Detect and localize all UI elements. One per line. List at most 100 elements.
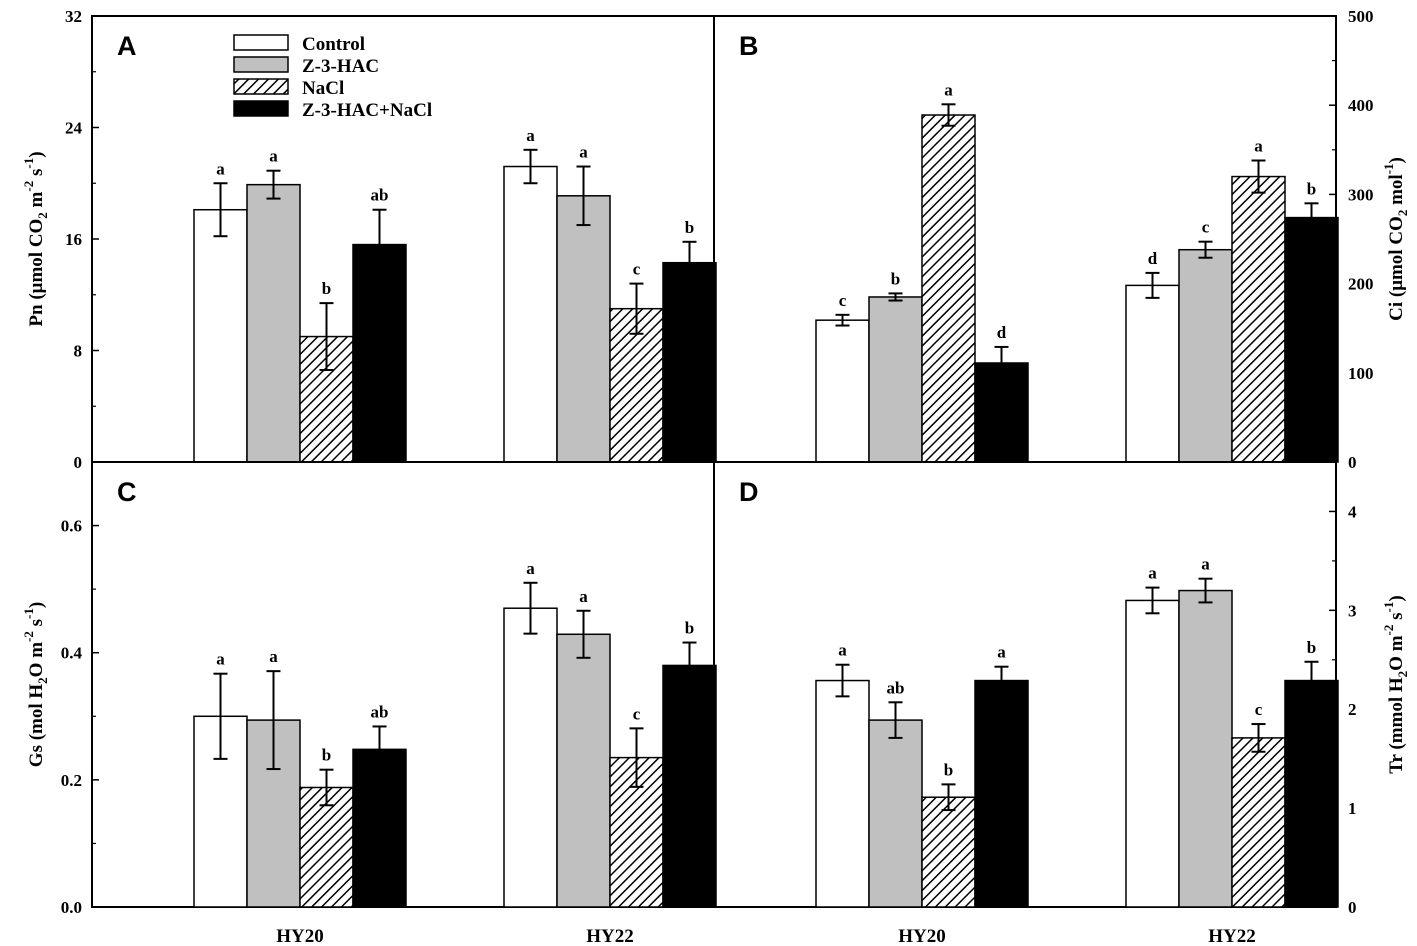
significance-label-b-hy22-control: d bbox=[1148, 249, 1158, 268]
bar-b-hy20-z-3-hac bbox=[868, 296, 923, 463]
y-axis-title-part: 2 bbox=[1395, 671, 1410, 678]
significance-label-a-hy20-control: a bbox=[216, 159, 225, 178]
x-tick-label-c-hy20: HY20 bbox=[276, 926, 324, 946]
significance-label-c-hy22-nacl: c bbox=[633, 704, 641, 723]
y-axis-title-part: O m bbox=[1386, 635, 1407, 671]
significance-label-b-hy20-nacl: a bbox=[944, 80, 953, 99]
y-tick-label-a-3: 24 bbox=[65, 119, 83, 138]
error-bar-d-hy20-z-3-hac bbox=[888, 701, 903, 739]
bar-c-hy20-z-3-hac-nacl bbox=[352, 748, 407, 908]
panel-letter-d: D bbox=[739, 477, 759, 507]
y-tick-label-a-1: 8 bbox=[74, 342, 83, 361]
y-axis-title-part: Gs (mol H bbox=[26, 684, 47, 768]
bar-a-hy20-control bbox=[193, 208, 248, 463]
significance-label-a-hy22-z-3-hac-nacl: b bbox=[685, 218, 694, 237]
significance-label-a-hy20-nacl: b bbox=[322, 279, 331, 298]
legend-label: Z-3-HAC bbox=[302, 56, 379, 77]
bar-a-hy22-z-3-hac-nacl bbox=[662, 261, 717, 463]
error-bar-d-hy22-nacl bbox=[1251, 723, 1266, 753]
error-bar-d-hy22-z-3-hac bbox=[1198, 577, 1213, 604]
y-tick-label-b-2: 200 bbox=[1348, 275, 1374, 294]
panel-letter-a: A bbox=[117, 31, 137, 61]
significance-label-a-hy20-z-3-hac-nacl: ab bbox=[371, 186, 389, 205]
bar-c-hy22-z-3-hac-nacl bbox=[662, 664, 717, 908]
y-tick-label-a-4: 32 bbox=[65, 7, 82, 26]
significance-label-b-hy22-z-3-hac-nacl: b bbox=[1307, 179, 1316, 198]
error-bar-b-hy20-control bbox=[835, 313, 850, 327]
significance-label-d-hy22-nacl: c bbox=[1255, 700, 1263, 719]
legend-swatch bbox=[233, 78, 289, 95]
y-axis-title-part: m bbox=[26, 191, 47, 212]
error-bar-c-hy22-z-3-hac bbox=[576, 609, 591, 659]
y-tick-label-c-0: 0.0 bbox=[61, 898, 82, 917]
significance-label-c-hy20-z-3-hac: a bbox=[269, 647, 278, 666]
legend-entry-z-3-hac-nacl: Z-3-HAC+NaCl bbox=[233, 100, 432, 121]
error-bar-c-hy22-nacl bbox=[629, 727, 644, 788]
panel-letter-c: C bbox=[117, 477, 137, 507]
significance-label-d-hy20-control: a bbox=[838, 641, 847, 660]
y-tick-label-d-2: 2 bbox=[1348, 700, 1357, 719]
y-tick-label-b-1: 100 bbox=[1348, 364, 1374, 383]
y-tick-label-d-0: 0 bbox=[1348, 898, 1357, 917]
significance-label-d-hy22-z-3-hac: a bbox=[1201, 555, 1210, 574]
bar-c-hy22-z-3-hac bbox=[556, 633, 611, 908]
error-bar-b-hy20-nacl bbox=[941, 103, 956, 127]
y-axis-title-part: 2 bbox=[35, 212, 50, 219]
error-bar-d-hy22-control bbox=[1145, 586, 1160, 615]
y-axis-title-part: -1 bbox=[1381, 163, 1396, 174]
bar-b-hy22-z-3-hac bbox=[1178, 248, 1233, 463]
error-bar-d-hy22-z-3-hac-nacl bbox=[1304, 660, 1319, 701]
bar-d-hy20-nacl bbox=[921, 796, 976, 908]
significance-label-d-hy20-z-3-hac: ab bbox=[887, 678, 905, 697]
error-bar-d-hy20-z-3-hac-nacl bbox=[994, 665, 1009, 696]
error-bar-a-hy20-z-3-hac bbox=[266, 169, 281, 200]
significance-label-a-hy22-z-3-hac: a bbox=[579, 143, 588, 162]
error-bar-c-hy20-z-3-hac-nacl bbox=[372, 725, 387, 774]
legend-swatch bbox=[233, 34, 289, 51]
significance-label-d-hy20-z-3-hac-nacl: a bbox=[997, 643, 1006, 662]
significance-label-c-hy22-control: a bbox=[526, 559, 535, 578]
y-axis-title-part: -1 bbox=[21, 608, 36, 619]
error-bar-a-hy22-z-3-hac bbox=[576, 165, 591, 227]
error-bar-b-hy22-z-3-hac bbox=[1198, 240, 1213, 259]
y-tick-label-a-0: 0 bbox=[74, 453, 83, 472]
panel-b: 0 100 200 300 400 500 Ci (μmol CO2 mol-1) Bc b a d… bbox=[713, 7, 1410, 472]
legend-entry-control: Control bbox=[233, 34, 365, 55]
legend-entry-z-3-hac: Z-3-HAC bbox=[233, 56, 379, 77]
y-axis-title-part: Ci (μmol CO bbox=[1386, 216, 1407, 321]
panel-letter-b: B bbox=[739, 31, 759, 61]
significance-label-c-hy20-control: a bbox=[216, 650, 225, 669]
error-bar-d-hy20-control bbox=[835, 663, 850, 698]
significance-label-c-hy20-z-3-hac-nacl: ab bbox=[371, 702, 389, 721]
significance-label-d-hy22-z-3-hac-nacl: b bbox=[1307, 638, 1316, 657]
panel-c: 0.00.20.40.6Gs (mol H2O m-2 s-1)Ca ababHY… bbox=[21, 461, 717, 946]
x-tick-label-d-hy22: HY22 bbox=[1208, 926, 1256, 946]
y-axis-title-part: -2 bbox=[21, 631, 36, 642]
error-bar-a-hy20-z-3-hac-nacl bbox=[372, 208, 387, 281]
significance-label-c-hy22-z-3-hac: a bbox=[579, 587, 588, 606]
y-axis-title-part: s bbox=[26, 169, 47, 181]
x-tick-label-d-hy20: HY20 bbox=[898, 926, 946, 946]
error-bar-a-hy20-control bbox=[213, 182, 228, 238]
error-bar-c-hy22-z-3-hac-nacl bbox=[682, 641, 697, 690]
error-bar-b-hy22-z-3-hac-nacl bbox=[1304, 202, 1319, 233]
y-tick-label-c-2: 0.4 bbox=[61, 644, 83, 663]
significance-label-b-hy22-z-3-hac: c bbox=[1202, 218, 1210, 237]
x-tick-label-c-hy22: HY22 bbox=[586, 926, 634, 946]
y-axis-title-part: 2 bbox=[35, 677, 50, 684]
error-bar-a-hy22-nacl bbox=[629, 282, 644, 335]
bar-d-hy22-z-3-hac-nacl bbox=[1284, 679, 1339, 908]
y-axis-title-d: Tr (mmol H2O m-2 s-1) bbox=[1381, 595, 1410, 773]
error-bar-a-hy22-z-3-hac-nacl bbox=[682, 240, 697, 285]
y-axis-title-part: O m bbox=[26, 642, 47, 678]
bar-a-hy20-z-3-hac-nacl bbox=[352, 243, 407, 463]
y-axis-title-part: Pn (μmol CO bbox=[26, 219, 47, 327]
error-bar-a-hy22-control bbox=[523, 148, 538, 185]
bar-a-hy22-z-3-hac bbox=[556, 195, 611, 463]
y-axis-title-b: Ci (μmol CO2 mol-1) bbox=[1381, 157, 1410, 321]
y-tick-label-a-2: 16 bbox=[65, 230, 82, 249]
y-axis-title-part: mol bbox=[1386, 174, 1407, 209]
